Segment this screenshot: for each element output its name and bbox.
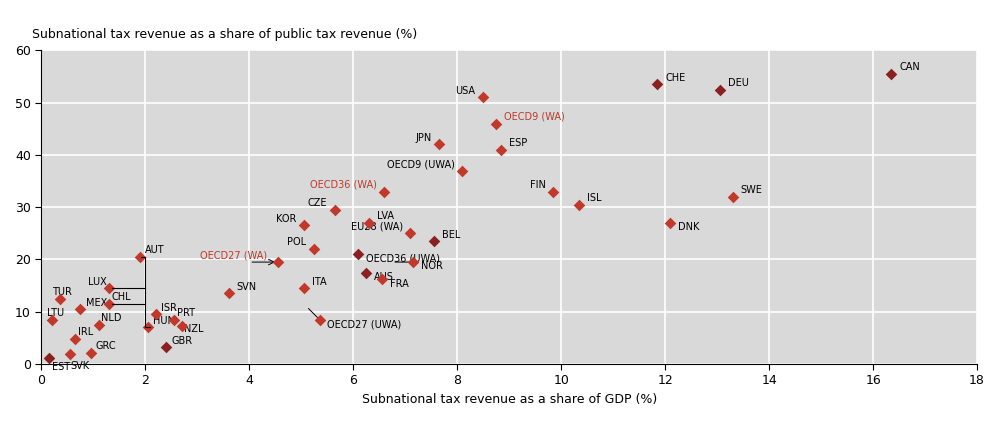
- Point: [488, 120, 504, 127]
- Point: [62, 350, 78, 357]
- Text: DNK: DNK: [678, 222, 700, 232]
- Point: [725, 193, 741, 200]
- Point: [327, 206, 343, 213]
- Text: POL: POL: [287, 237, 307, 248]
- Point: [158, 344, 174, 351]
- Point: [312, 316, 328, 323]
- Point: [306, 245, 322, 252]
- Text: JPN: JPN: [415, 133, 431, 143]
- X-axis label: Subnational tax revenue as a share of GDP (%): Subnational tax revenue as a share of GD…: [362, 393, 657, 406]
- Point: [454, 167, 470, 174]
- Point: [174, 323, 190, 330]
- Point: [101, 285, 117, 292]
- Text: SVN: SVN: [236, 282, 256, 292]
- Point: [52, 295, 68, 302]
- Text: CHL: CHL: [112, 292, 131, 302]
- Text: OECD36 (WA): OECD36 (WA): [310, 180, 377, 190]
- Point: [374, 276, 390, 283]
- Text: SWE: SWE: [741, 185, 762, 195]
- Text: AUS: AUS: [374, 272, 394, 282]
- Point: [662, 219, 678, 226]
- Point: [712, 86, 728, 93]
- Text: GBR: GBR: [171, 336, 192, 346]
- Point: [475, 94, 491, 101]
- Text: ISL: ISL: [587, 193, 602, 203]
- Text: EU28 (WA): EU28 (WA): [351, 222, 403, 232]
- Point: [402, 230, 418, 237]
- Text: FRA: FRA: [390, 279, 408, 289]
- Text: OECD27 (UWA): OECD27 (UWA): [327, 319, 402, 329]
- Point: [132, 253, 148, 260]
- Text: OECD36 (UWA): OECD36 (UWA): [366, 254, 440, 264]
- Text: FIN: FIN: [530, 180, 546, 190]
- Text: GRC: GRC: [96, 341, 117, 351]
- Point: [148, 311, 164, 318]
- Point: [72, 306, 88, 312]
- Point: [91, 322, 107, 328]
- Text: OECD27 (WA): OECD27 (WA): [200, 250, 268, 261]
- Text: TUR: TUR: [52, 287, 72, 297]
- Text: CAN: CAN: [899, 62, 920, 72]
- Text: MEX: MEX: [86, 298, 107, 308]
- Text: AUT: AUT: [145, 245, 165, 255]
- Text: NOR: NOR: [421, 261, 443, 272]
- Point: [431, 141, 447, 148]
- Text: DEU: DEU: [728, 78, 748, 88]
- Text: IRL: IRL: [78, 328, 93, 337]
- Point: [296, 285, 312, 292]
- Point: [350, 251, 366, 258]
- Text: CZE: CZE: [308, 198, 327, 208]
- Point: [166, 316, 182, 323]
- Point: [426, 238, 442, 245]
- Text: LUX: LUX: [88, 277, 107, 287]
- Point: [140, 324, 156, 331]
- Text: EST: EST: [52, 362, 70, 372]
- Point: [41, 354, 57, 361]
- Point: [376, 188, 392, 195]
- Text: Subnational tax revenue as a share of public tax revenue (%): Subnational tax revenue as a share of pu…: [32, 28, 417, 41]
- Point: [649, 81, 665, 88]
- Point: [270, 259, 286, 266]
- Text: OECD9 (WA): OECD9 (WA): [504, 112, 565, 122]
- Text: OECD9 (UWA): OECD9 (UWA): [387, 159, 455, 169]
- Point: [493, 147, 509, 153]
- Point: [83, 349, 99, 356]
- Point: [405, 259, 421, 266]
- Point: [571, 201, 587, 208]
- Text: ESP: ESP: [509, 138, 527, 148]
- Text: LVA: LVA: [377, 211, 394, 221]
- Point: [221, 290, 237, 297]
- Text: KOR: KOR: [276, 214, 296, 224]
- Text: HUN: HUN: [153, 316, 175, 326]
- Text: USA: USA: [455, 86, 475, 96]
- Text: SVK: SVK: [70, 361, 89, 371]
- Text: LTU: LTU: [47, 308, 64, 318]
- Text: PRT: PRT: [177, 308, 195, 318]
- Point: [296, 222, 312, 229]
- Point: [361, 219, 377, 226]
- Point: [358, 269, 374, 276]
- Point: [44, 316, 60, 323]
- Text: ITA: ITA: [312, 277, 326, 287]
- Point: [545, 188, 561, 195]
- Point: [883, 70, 899, 77]
- Text: NLD: NLD: [101, 313, 122, 323]
- Text: ISR: ISR: [161, 303, 177, 313]
- Text: BEL: BEL: [442, 229, 460, 240]
- Point: [101, 301, 117, 307]
- Text: NZL: NZL: [184, 324, 204, 334]
- Point: [67, 336, 83, 342]
- Text: CHE: CHE: [665, 73, 685, 83]
